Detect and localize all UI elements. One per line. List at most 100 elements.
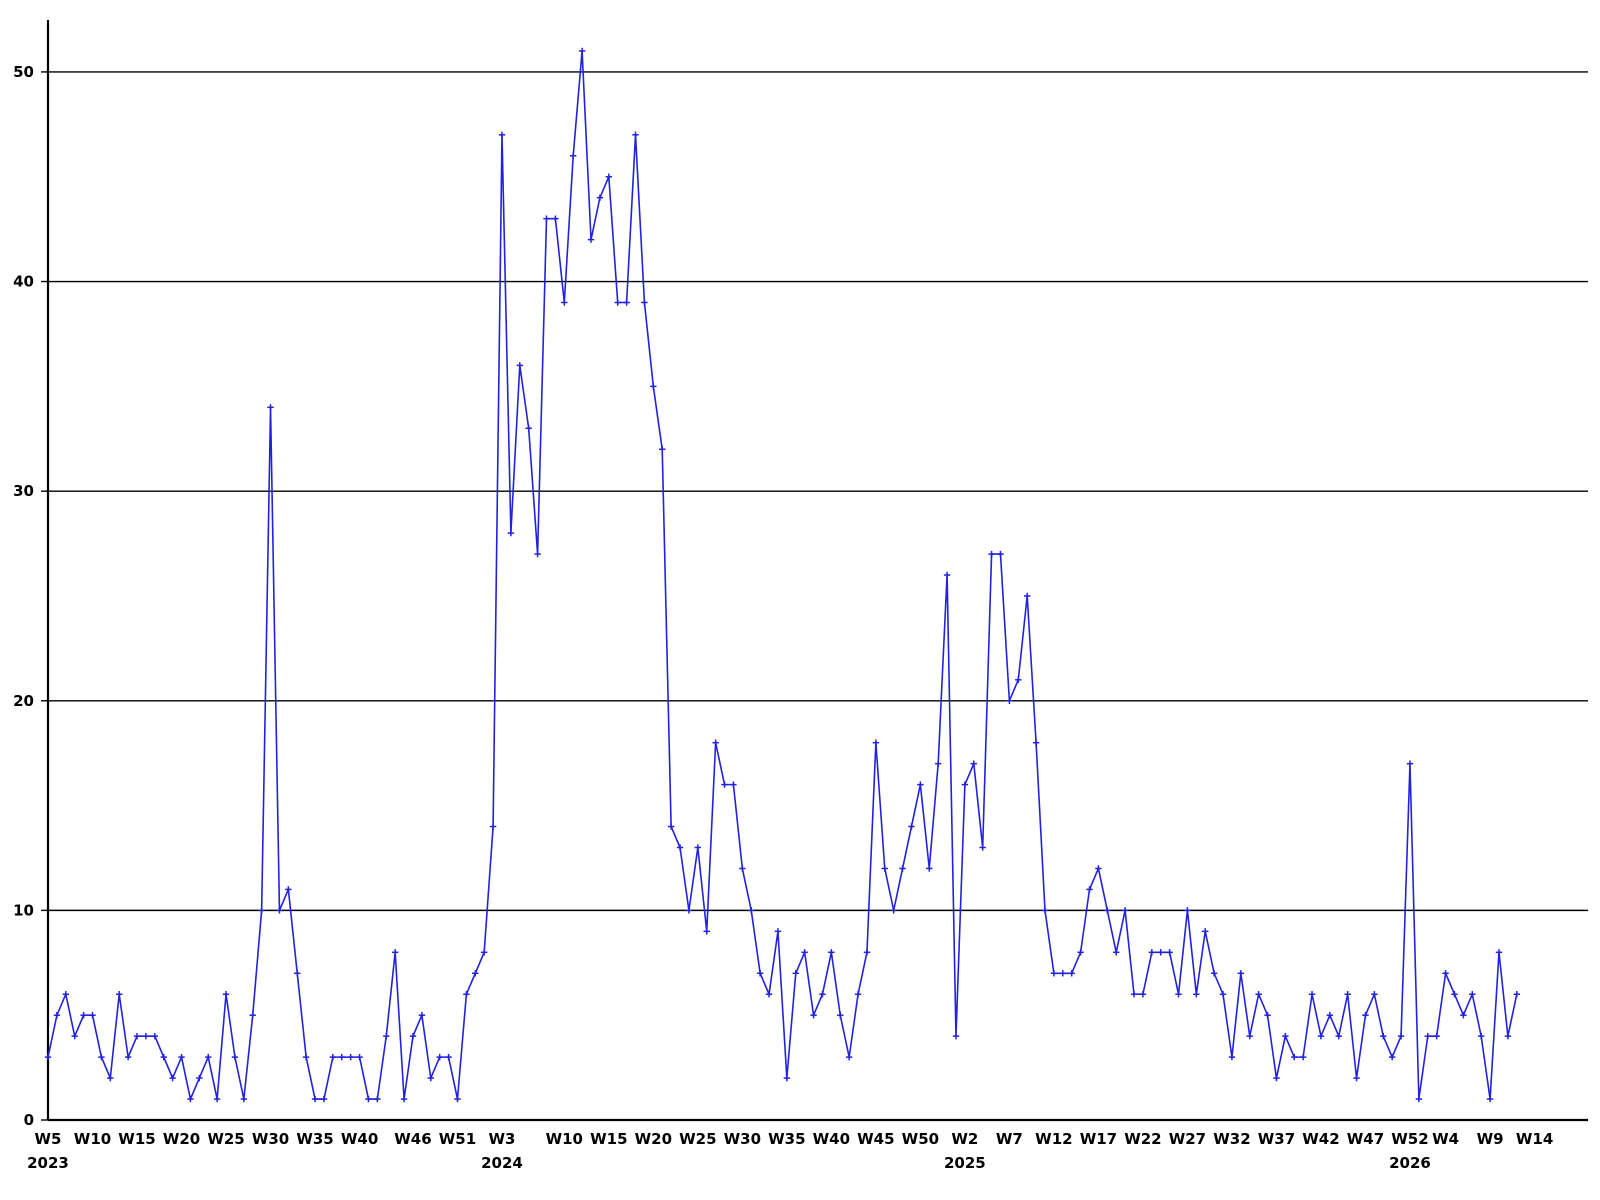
data-point xyxy=(934,760,942,767)
data-point xyxy=(1210,970,1218,977)
data-point xyxy=(240,1095,248,1103)
x-tick-label: W15 xyxy=(118,1130,155,1148)
data-point xyxy=(1424,1032,1431,1040)
data-point xyxy=(1495,949,1503,956)
data-point xyxy=(1299,1053,1307,1061)
data-point xyxy=(302,1053,310,1061)
data-point xyxy=(908,823,915,830)
data-point xyxy=(605,173,613,180)
data-point xyxy=(730,781,737,788)
data-point xyxy=(231,1053,239,1061)
data-point xyxy=(596,194,604,201)
data-point xyxy=(810,1011,817,1019)
data-point xyxy=(480,949,488,956)
data-point xyxy=(578,47,586,55)
x-tick-label: W42 xyxy=(1302,1130,1339,1148)
data-point xyxy=(1175,991,1182,998)
x-year-label: 2023 xyxy=(27,1154,69,1172)
gridlines xyxy=(48,71,1588,912)
x-year-label: 2026 xyxy=(1389,1154,1431,1172)
data-point xyxy=(988,550,995,558)
data-point xyxy=(400,1095,408,1103)
data-point xyxy=(1255,991,1262,998)
data-point xyxy=(783,1074,791,1082)
x-tick-label: W20 xyxy=(635,1130,672,1148)
data-series xyxy=(47,50,1518,1102)
x-tick-label: W47 xyxy=(1347,1130,1384,1148)
y-axis-tick-labels: 0 10 20 30 40 50 xyxy=(13,63,48,1129)
data-point xyxy=(374,1095,381,1103)
data-point xyxy=(1148,949,1156,956)
data-point xyxy=(926,865,933,872)
x-tick-label: W14 xyxy=(1516,1130,1553,1148)
data-point xyxy=(632,131,639,139)
x-tick-label: W40 xyxy=(813,1130,850,1148)
data-point xyxy=(961,781,969,788)
x-tick-label: W30 xyxy=(724,1130,761,1148)
x-tick-label: W37 xyxy=(1258,1130,1295,1148)
data-point xyxy=(1486,1095,1494,1103)
data-point xyxy=(98,1053,105,1061)
data-point xyxy=(1282,1032,1289,1040)
data-point xyxy=(1041,907,1049,914)
data-point xyxy=(222,991,230,998)
data-point xyxy=(1380,1032,1387,1040)
data-point xyxy=(828,949,835,956)
data-point xyxy=(196,1074,203,1082)
data-point xyxy=(311,1095,319,1103)
data-point xyxy=(570,152,577,159)
data-point xyxy=(863,949,871,956)
data-point xyxy=(44,1053,52,1061)
data-point xyxy=(1504,1032,1512,1040)
x-axis-year-labels: 2023 2024 2025 2026 xyxy=(27,1154,1431,1172)
data-point xyxy=(356,1053,363,1061)
data-point xyxy=(1166,949,1173,956)
data-point xyxy=(1415,1095,1423,1103)
data-point xyxy=(1460,1011,1467,1019)
data-point xyxy=(881,865,888,872)
data-point xyxy=(1237,970,1245,977)
data-point xyxy=(917,781,924,788)
data-point xyxy=(294,970,301,977)
data-point xyxy=(1015,676,1022,684)
data-point xyxy=(1335,1032,1342,1040)
data-point xyxy=(756,970,764,977)
x-tick-label: W30 xyxy=(252,1130,289,1148)
data-point xyxy=(1202,928,1209,935)
data-point xyxy=(1193,991,1200,998)
data-point xyxy=(1219,991,1227,998)
x-tick-label: W25 xyxy=(207,1130,244,1148)
data-point xyxy=(267,404,274,411)
x-tick-label: W52 xyxy=(1391,1130,1428,1148)
x-tick-label: W10 xyxy=(546,1130,583,1148)
data-point xyxy=(1308,991,1316,998)
data-point xyxy=(792,970,799,977)
data-point xyxy=(53,1011,61,1019)
data-point xyxy=(1273,1074,1280,1082)
data-point xyxy=(445,1053,452,1061)
data-point xyxy=(561,299,568,306)
data-point xyxy=(1121,907,1129,914)
data-point xyxy=(62,991,69,998)
x-tick-label: W17 xyxy=(1080,1130,1117,1148)
data-point xyxy=(463,991,470,998)
data-point xyxy=(1326,1011,1334,1019)
data-point xyxy=(801,949,808,956)
data-point xyxy=(1246,1032,1253,1040)
x-tick-label: W2 xyxy=(951,1130,978,1148)
data-point xyxy=(899,865,906,872)
data-point xyxy=(1157,949,1164,956)
data-point xyxy=(1228,1053,1236,1061)
data-point xyxy=(1433,1032,1440,1040)
data-point xyxy=(774,928,782,935)
data-point xyxy=(748,907,755,914)
series-line xyxy=(47,50,1518,1102)
data-point xyxy=(1050,970,1058,977)
data-point xyxy=(952,1032,960,1040)
data-point xyxy=(151,1032,159,1040)
data-point xyxy=(837,1011,844,1019)
x-tick-label: W15 xyxy=(590,1130,627,1148)
data-point xyxy=(89,1011,96,1019)
data-point xyxy=(1469,991,1476,998)
data-point xyxy=(338,1053,345,1061)
